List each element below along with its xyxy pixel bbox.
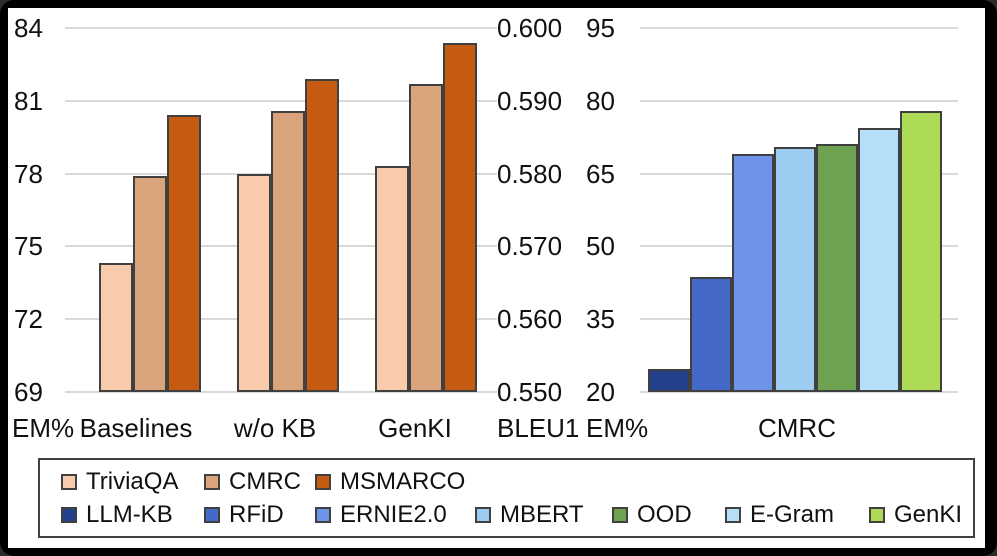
bar-mbert-cmrc xyxy=(774,147,816,392)
y-tick-label: 69 xyxy=(14,377,43,407)
legend-item-ernie2-0: ERNIE2.0 xyxy=(315,503,447,527)
legend-label-triviaqa: TriviaQA xyxy=(86,468,179,495)
y-tick-label: 0.580 xyxy=(497,158,563,189)
y-tick-label: 0.600 xyxy=(497,13,563,43)
legend-item-ood: OOD xyxy=(612,503,692,527)
bar-triviaqa-w-o-kb xyxy=(237,174,271,392)
legend-label-msmarco: MSMARCO xyxy=(340,468,466,495)
bar-llm-kb-cmrc xyxy=(648,369,690,392)
bar-ernie2-0-cmrc xyxy=(732,154,774,392)
legend-swatch-ernie2-0 xyxy=(315,507,331,523)
y-tick-label: 35 xyxy=(586,304,615,335)
legend-box: TriviaQA CMRC MSMARCO LLM-KB RFiD ERNIE2.0 MBE… xyxy=(38,458,975,538)
bar-cmrc-baselines xyxy=(133,176,167,392)
gridline xyxy=(640,27,958,29)
gridline xyxy=(65,100,497,102)
legend-item-e-gram: E-Gram xyxy=(725,503,834,527)
y-tick-label: 78 xyxy=(14,158,43,189)
legend-swatch-e-gram xyxy=(725,507,741,523)
y-tick-label: 0.560 xyxy=(497,304,563,335)
y-tick-label: 80 xyxy=(586,85,615,116)
right-axis-unit-label-em: EM% xyxy=(586,413,649,443)
legend-item-genki: GenKI xyxy=(869,503,962,527)
legend-item-triviaqa: TriviaQA xyxy=(61,470,178,494)
legend-label-ernie2-0: ERNIE2.0 xyxy=(340,501,447,528)
legend-swatch-mbert xyxy=(475,507,491,523)
y-tick-label: 20 xyxy=(586,377,615,407)
legend-swatch-cmrc xyxy=(204,474,220,490)
y-tick-label: 72 xyxy=(14,304,43,335)
legend-item-mbert: MBERT xyxy=(475,503,584,527)
legend-label-cmrc: CMRC xyxy=(229,468,301,495)
bar-triviaqa-genki xyxy=(375,166,409,392)
category-label-wo-kb: w/o KB xyxy=(233,413,317,443)
legend-label-e-gram: E-Gram xyxy=(750,501,834,528)
bar-msmarco-genki xyxy=(443,43,477,392)
y-tick-label: 0.590 xyxy=(497,85,563,116)
legend-swatch-rfid xyxy=(204,507,220,523)
y-tick-label: 75 xyxy=(14,231,43,262)
y-tick-label: 81 xyxy=(14,85,43,116)
y-tick-label: 95 xyxy=(586,13,615,43)
y-tick-label: 65 xyxy=(586,158,615,189)
gridline xyxy=(640,100,958,102)
legend-label-ood: OOD xyxy=(637,501,692,528)
legend-swatch-triviaqa xyxy=(61,474,77,490)
legend-item-rfid: RFiD xyxy=(204,503,284,527)
y-tick-label: 50 xyxy=(586,231,615,262)
legend-label-llm-kb: LLM-KB xyxy=(86,501,173,528)
legend-swatch-ood xyxy=(612,507,628,523)
legend-label-genki: GenKI xyxy=(894,501,963,528)
legend-label-rfid: RFiD xyxy=(229,501,284,528)
legend-label-mbert: MBERT xyxy=(500,501,584,528)
bar-cmrc-w-o-kb xyxy=(271,111,305,392)
gridline xyxy=(65,27,497,29)
gridline xyxy=(65,391,497,393)
bar-ood-cmrc xyxy=(816,144,858,392)
bar-genki-cmrc xyxy=(900,111,942,392)
y-tick-label: 84 xyxy=(14,13,43,43)
left-axis-unit-label: EM% xyxy=(12,413,75,443)
right-axis-unit-label-bleu1: BLEU1 xyxy=(497,413,580,443)
right-chart-plot xyxy=(640,27,958,393)
legend-swatch-llm-kb xyxy=(61,507,77,523)
bar-triviaqa-baselines xyxy=(99,263,133,392)
bar-cmrc-genki xyxy=(409,84,443,392)
legend-swatch-msmarco xyxy=(315,474,331,490)
category-label-baselines: Baselines xyxy=(79,413,193,443)
gridline xyxy=(640,391,958,393)
legend-item-cmrc: CMRC xyxy=(204,470,301,494)
bar-e-gram-cmrc xyxy=(858,128,900,392)
legend-item-msmarco: MSMARCO xyxy=(315,470,465,494)
y-tick-label: 0.550 xyxy=(497,377,563,407)
chart-panel: 84 81 78 75 72 69 0.600 0.590 0.580 0.570 0.560 0.… xyxy=(8,8,985,548)
category-label-genki: GenKI xyxy=(378,413,452,443)
bar-msmarco-baselines xyxy=(167,115,201,392)
bar-msmarco-w-o-kb xyxy=(305,79,339,392)
legend-swatch-genki xyxy=(869,507,885,523)
y-tick-label: 0.570 xyxy=(497,231,563,262)
legend-item-llm-kb: LLM-KB xyxy=(61,503,173,527)
category-label-cmrc: CMRC xyxy=(758,413,836,443)
left-chart-plot xyxy=(65,27,497,393)
bar-rfid-cmrc xyxy=(690,277,732,392)
